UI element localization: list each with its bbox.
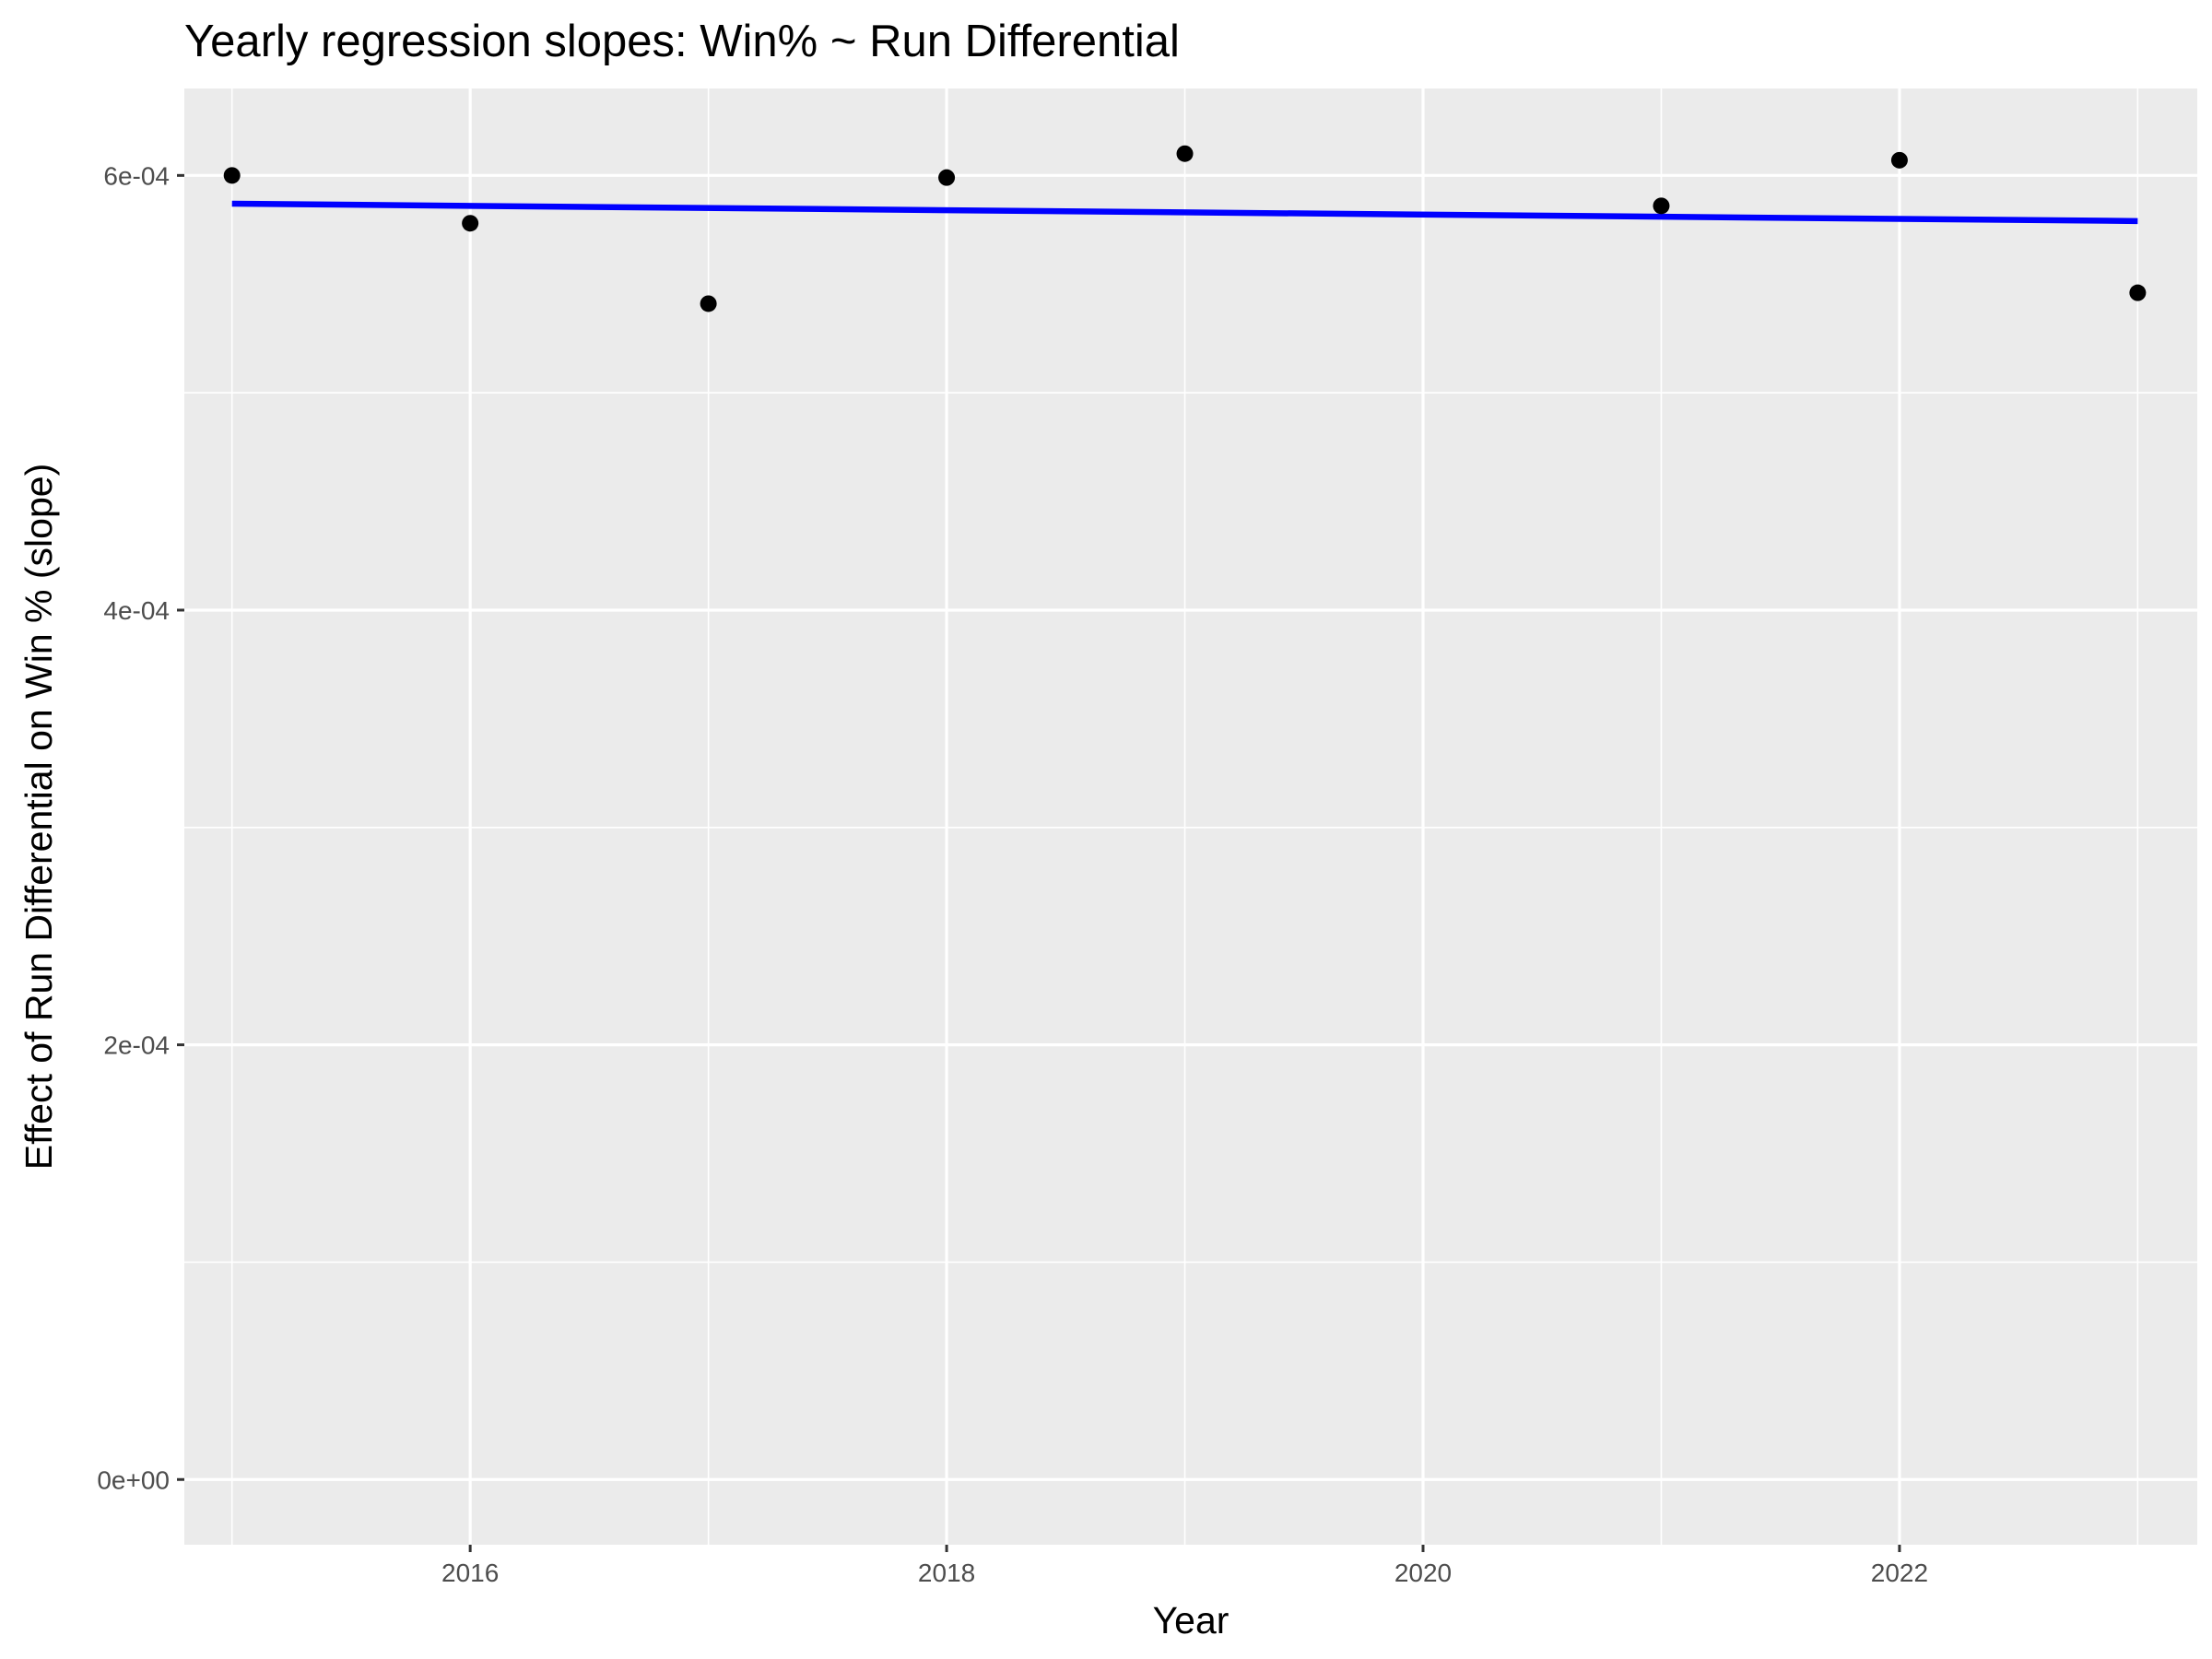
data-point (223, 167, 241, 184)
y-axis: 0e+00 2e-04 4e-04 6e-04 (97, 161, 184, 1494)
minor-gridlines (184, 88, 2197, 1545)
data-point (2129, 284, 2147, 301)
data-points (223, 145, 2147, 312)
y-tick-label: 4e-04 (103, 596, 170, 625)
trend-line-layer (231, 200, 2138, 225)
y-tick-label: 6e-04 (103, 161, 170, 190)
y-tick-label: 2e-04 (103, 1031, 170, 1060)
x-tick-label: 2018 (918, 1559, 975, 1587)
x-tick-label: 2022 (1871, 1559, 1928, 1587)
trend-line (231, 200, 2138, 225)
x-tick-label: 2020 (1394, 1559, 1452, 1587)
data-point (1653, 197, 1670, 215)
plot-panel (184, 88, 2197, 1545)
chart-title: Yearly regression slopes: Win% ~ Run Dif… (184, 17, 1180, 66)
y-axis-title: Effect of Run Differential on Win % (slo… (18, 464, 60, 1170)
major-gridlines (184, 88, 2197, 1545)
data-point (462, 215, 479, 232)
data-point (1176, 145, 1194, 162)
x-axis-title: Year (1153, 1599, 1230, 1641)
data-point (700, 295, 717, 312)
x-tick-label: 2016 (441, 1559, 499, 1587)
data-point (938, 169, 956, 186)
x-axis: 2016 2018 2020 2022 (441, 1545, 1928, 1587)
y-tick-label: 0e+00 (97, 1465, 170, 1494)
data-point (1890, 151, 1908, 169)
